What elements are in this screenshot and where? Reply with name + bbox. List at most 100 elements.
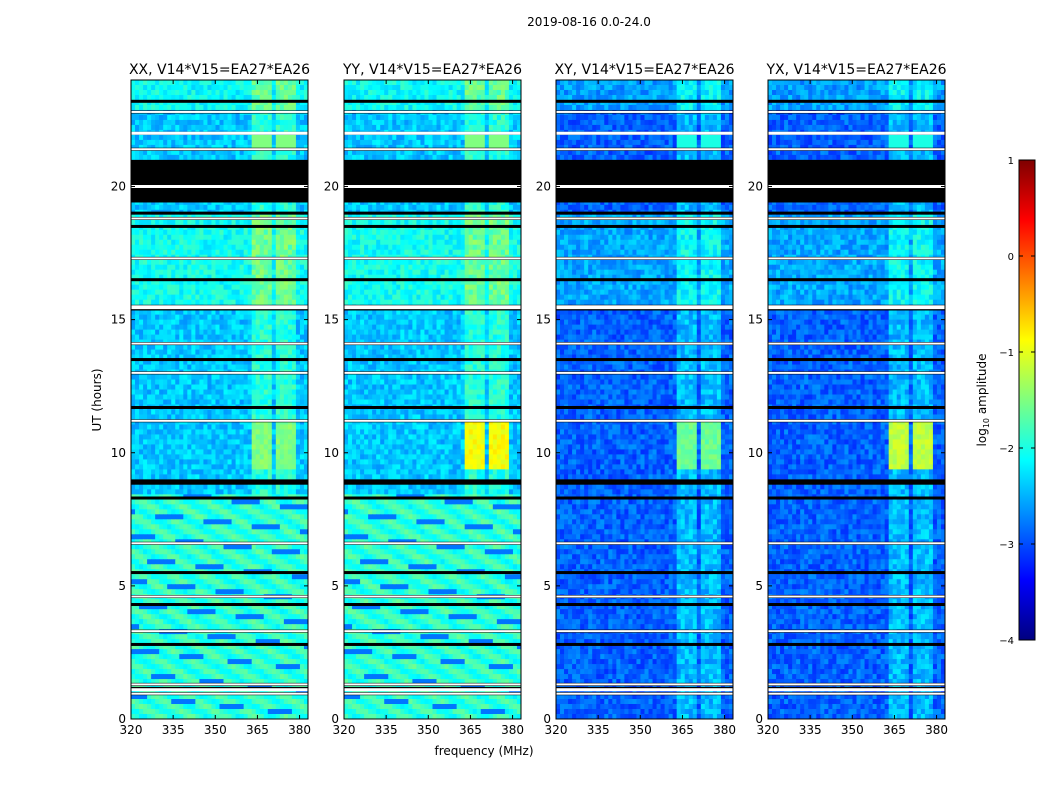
heatmap-cell <box>291 324 297 331</box>
heatmap-cell <box>243 609 249 615</box>
heatmap-cell <box>175 384 180 390</box>
heatmap-cell <box>231 574 236 580</box>
heatmap-cell <box>147 279 152 286</box>
heatmap-cell <box>283 409 289 415</box>
heatmap-cell <box>155 424 160 430</box>
heatmap-cell <box>187 624 192 630</box>
heatmap-cell <box>291 299 297 306</box>
heatmap-cell <box>175 294 180 301</box>
heatmap-cell <box>155 409 160 415</box>
heatmap-cell <box>207 149 212 156</box>
heatmap-cell <box>255 504 261 510</box>
heatmap-cell <box>199 564 204 570</box>
heatmap-cell <box>243 429 249 435</box>
heatmap-cell <box>207 399 212 405</box>
heatmap-cell <box>227 564 232 570</box>
heatmap-cell <box>211 119 216 126</box>
heatmap-cell <box>151 264 156 271</box>
heatmap-cell <box>207 359 212 365</box>
heatmap-cell <box>259 289 265 296</box>
heatmap-cell <box>187 464 192 470</box>
heatmap-cell <box>231 459 236 465</box>
heatmap-cell <box>251 249 257 256</box>
heatmap-cell <box>143 89 148 96</box>
heatmap-cell <box>271 444 277 450</box>
heatmap-cell <box>155 604 160 610</box>
heatmap-cell <box>179 149 184 156</box>
heatmap-cell <box>199 229 204 236</box>
heatmap-cell <box>235 244 241 251</box>
heatmap-cell <box>283 609 289 615</box>
heatmap-cell <box>239 434 245 440</box>
heatmap-cell <box>131 639 136 645</box>
heatmap-cell <box>171 524 176 530</box>
heatmap-cell <box>239 104 245 111</box>
heatmap-cell <box>215 154 220 161</box>
heatmap-cell <box>303 249 308 256</box>
heatmap-cell <box>291 284 297 291</box>
heatmap-cell <box>155 84 160 91</box>
heatmap-cell <box>183 529 188 535</box>
heatmap-cell <box>147 199 152 206</box>
heatmap-cell <box>279 499 285 505</box>
heatmap-cell <box>267 534 273 540</box>
heatmap-cell <box>167 139 172 146</box>
heatmap-cell <box>259 309 265 316</box>
heatmap-cell <box>135 444 140 450</box>
heatmap-cell <box>239 624 245 630</box>
heatmap-cell <box>203 269 208 276</box>
heatmap-cell <box>191 349 196 355</box>
heatmap-cell <box>183 619 188 625</box>
heatmap-cell <box>147 529 152 535</box>
heatmap-cell <box>207 374 212 380</box>
heatmap-cell <box>207 234 212 241</box>
heatmap-cell <box>263 634 269 640</box>
heatmap-cell <box>187 504 192 510</box>
heatmap-cell <box>275 474 281 480</box>
heatmap-cell <box>199 554 204 560</box>
heatmap-cell <box>143 459 148 465</box>
heatmap-cell <box>299 89 305 96</box>
heatmap-cell <box>235 124 241 131</box>
heatmap-cell <box>207 344 212 350</box>
heatmap-cell <box>215 284 220 291</box>
heatmap-cell <box>139 199 144 206</box>
heatmap-cell <box>255 574 261 580</box>
heatmap-cell <box>279 614 285 620</box>
heatmap-cell <box>179 389 184 395</box>
heatmap-cell <box>131 579 136 585</box>
heatmap-cell <box>231 434 236 440</box>
heatmap-cell <box>227 599 232 605</box>
heatmap-cell <box>171 199 176 206</box>
heatmap-cell <box>255 554 261 560</box>
heatmap-cell <box>187 409 192 415</box>
heatmap-cell <box>175 239 180 246</box>
heatmap-cell <box>287 114 293 121</box>
heatmap-cell <box>135 269 140 276</box>
heatmap-cell <box>271 199 277 206</box>
heatmap-cell <box>207 414 212 420</box>
heatmap-cell <box>259 329 265 335</box>
heatmap-cell <box>259 204 265 211</box>
heatmap-cell <box>155 489 160 495</box>
heatmap-cell <box>303 299 308 306</box>
heatmap-cell <box>167 289 172 296</box>
heatmap-cell <box>267 89 273 96</box>
heatmap-cell <box>247 489 253 495</box>
heatmap-cell <box>191 604 196 610</box>
heatmap-cell <box>231 289 236 296</box>
heatmap-cell <box>287 334 293 340</box>
heatmap-cell <box>287 119 293 126</box>
heatmap-cell <box>171 634 176 640</box>
heatmap-cell <box>303 84 308 91</box>
heatmap-cell <box>227 549 232 555</box>
heatmap-cell <box>239 279 245 286</box>
heatmap-cell <box>187 424 192 430</box>
heatmap-cell <box>251 394 257 400</box>
heatmap-cell <box>275 589 281 595</box>
heatmap-cell <box>139 459 144 465</box>
heatmap-cell <box>135 89 140 96</box>
heatmap-cell <box>163 119 168 126</box>
heatmap-cell <box>299 554 305 560</box>
heatmap-cell <box>143 489 148 495</box>
